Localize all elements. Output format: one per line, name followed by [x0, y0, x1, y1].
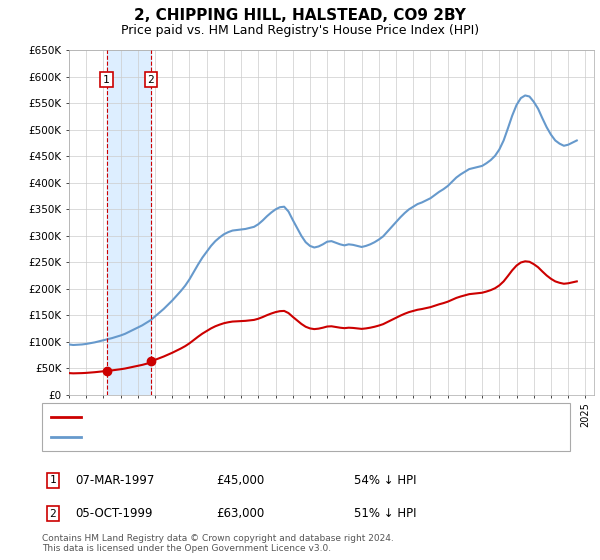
Text: 2, CHIPPING HILL, HALSTEAD, CO9 2BY: 2, CHIPPING HILL, HALSTEAD, CO9 2BY — [134, 8, 466, 24]
Text: £63,000: £63,000 — [216, 507, 264, 520]
Text: HPI: Average price, detached house, Braintree: HPI: Average price, detached house, Brai… — [85, 432, 343, 442]
Text: 1: 1 — [103, 74, 110, 85]
Text: 51% ↓ HPI: 51% ↓ HPI — [354, 507, 416, 520]
Text: 2: 2 — [148, 74, 154, 85]
Text: 1: 1 — [49, 475, 56, 486]
Bar — [107, 50, 151, 395]
Text: Contains HM Land Registry data © Crown copyright and database right 2024.
This d: Contains HM Land Registry data © Crown c… — [42, 534, 394, 553]
Text: 2, CHIPPING HILL, HALSTEAD, CO9 2BY (detached house): 2, CHIPPING HILL, HALSTEAD, CO9 2BY (det… — [85, 412, 403, 422]
Text: 54% ↓ HPI: 54% ↓ HPI — [354, 474, 416, 487]
Text: 05-OCT-1999: 05-OCT-1999 — [75, 507, 152, 520]
Text: Price paid vs. HM Land Registry's House Price Index (HPI): Price paid vs. HM Land Registry's House … — [121, 24, 479, 36]
Text: £45,000: £45,000 — [216, 474, 264, 487]
Text: 07-MAR-1997: 07-MAR-1997 — [75, 474, 154, 487]
Text: 2: 2 — [49, 508, 56, 519]
